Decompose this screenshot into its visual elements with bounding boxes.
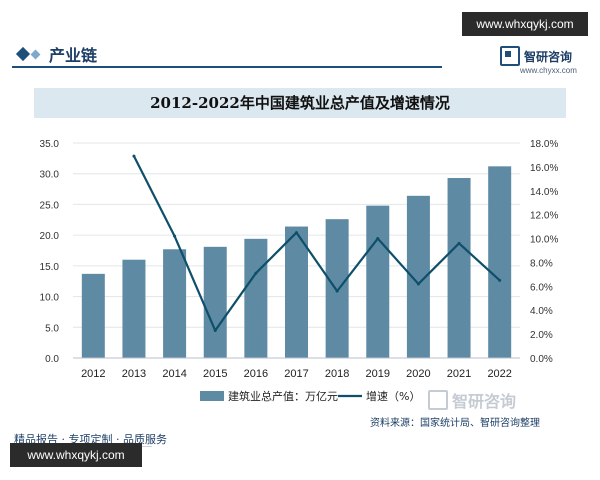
brand-name: 智研咨询	[524, 49, 573, 64]
right-tick-label: 12.0%	[530, 211, 558, 222]
bar	[203, 246, 227, 358]
footer-tagline: 精品报告 · 专项定制 · 品质服务	[14, 433, 167, 446]
growth-line	[132, 155, 501, 332]
bar	[488, 166, 512, 358]
growth-point	[457, 241, 461, 245]
x-tick-label: 2013	[122, 368, 146, 380]
x-tick-label: 2016	[244, 368, 268, 380]
legend-line-label: 增速（%）	[366, 389, 420, 403]
growth-point	[416, 282, 420, 286]
left-tick-label: 25.0	[40, 200, 60, 211]
growth-point	[173, 234, 177, 238]
right-tick-label: 4.0%	[530, 306, 553, 317]
x-tick-label: 2012	[81, 368, 105, 380]
growth-point	[295, 231, 298, 235]
watermark-url-bottom: www.whxqykj.com	[10, 443, 142, 467]
bar	[406, 195, 430, 358]
section-title: 产业链	[49, 46, 98, 65]
right-tick-label: 14.0%	[530, 187, 558, 198]
bar	[366, 205, 390, 358]
left-tick-label: 15.0	[40, 262, 60, 273]
section-divider	[12, 66, 442, 68]
right-tick-label: 10.0%	[530, 235, 558, 246]
left-tick-label: 0.0	[45, 354, 59, 365]
growth-point	[254, 271, 258, 275]
growth-point	[335, 289, 339, 293]
growth-point	[132, 154, 136, 158]
bar	[285, 226, 308, 358]
source-note: 资料来源：国家统计局、智研咨询整理	[370, 418, 540, 429]
brand-url: www.chyxx.com	[520, 66, 577, 75]
brand-logo-icon	[500, 46, 520, 66]
bar	[163, 249, 187, 358]
bar	[447, 178, 471, 358]
right-tick-label: 2.0%	[530, 330, 553, 341]
left-tick-label: 20.0	[40, 231, 60, 242]
brand-logo: 智研咨询	[500, 46, 572, 66]
growth-point	[498, 278, 502, 282]
left-tick-label: 35.0	[40, 139, 60, 150]
right-tick-label: 16.0%	[530, 163, 558, 174]
watermark-url-top: www.whxqykj.com	[462, 12, 588, 36]
x-tick-label: 2021	[447, 368, 471, 380]
growth-point	[376, 237, 380, 241]
right-tick-label: 0.0%	[530, 354, 553, 365]
section-header: 产业链	[14, 44, 98, 65]
left-tick-label: 10.0	[40, 293, 60, 304]
bar	[325, 219, 349, 358]
legend-bar-swatch	[200, 391, 224, 401]
x-tick-label: 2019	[366, 368, 390, 380]
watermark-logo: 智研咨询	[428, 388, 516, 412]
x-tick-label: 2018	[325, 368, 349, 380]
legend-bar-label: 建筑业总产值：万亿元	[228, 389, 338, 403]
x-tick-label: 2020	[406, 368, 430, 380]
bar	[244, 238, 268, 358]
x-tick-label: 2017	[284, 368, 308, 380]
right-tick-label: 6.0%	[530, 282, 553, 293]
x-tick-label: 2022	[487, 368, 511, 380]
x-tick-label: 2014	[162, 368, 186, 380]
x-tick-label: 2015	[203, 368, 227, 380]
left-tick-label: 30.0	[40, 170, 60, 181]
growth-point	[213, 329, 217, 333]
watermark-logo-icon	[428, 390, 448, 410]
right-tick-label: 8.0%	[530, 258, 553, 269]
bar	[81, 273, 105, 358]
title-band	[34, 88, 566, 118]
chart-title: 2012-2022年中国建筑业总产值及增速情况	[150, 94, 450, 112]
right-tick-label: 18.0%	[530, 139, 558, 150]
watermark-logo-text: 智研咨询	[452, 392, 517, 411]
bar	[122, 259, 146, 358]
left-tick-label: 5.0	[45, 323, 59, 334]
